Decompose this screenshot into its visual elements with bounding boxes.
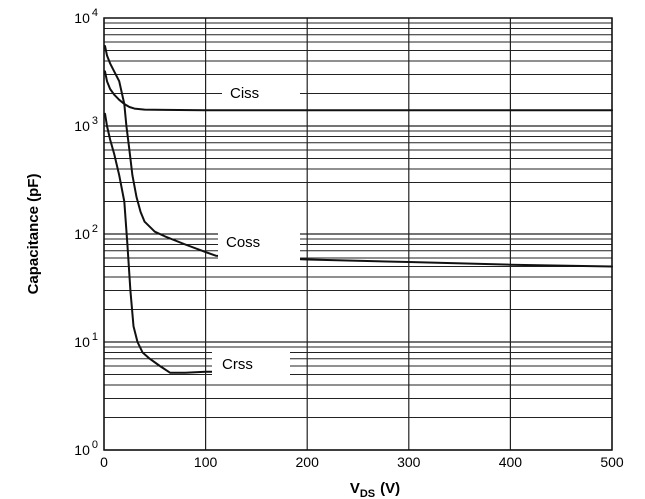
x-axis-label-unit: (V) xyxy=(380,480,400,497)
plot-area-frame xyxy=(103,17,613,451)
label-knockout-ciss xyxy=(222,78,300,108)
series-curves xyxy=(104,45,613,374)
x-tick-label: 200 xyxy=(296,454,320,470)
x-axis-label-main: V xyxy=(350,480,360,497)
series-line-ciss xyxy=(104,70,613,112)
x-tick-label: 500 xyxy=(600,454,624,470)
series-line-crss xyxy=(104,112,217,374)
x-axis-label: VDS (V) xyxy=(350,480,400,499)
y-tick-label: 10 3 xyxy=(74,115,98,134)
curve-label-coss: Coss xyxy=(226,234,260,251)
label-knockout-coss xyxy=(218,228,300,264)
curve-label-crss: Crss xyxy=(222,356,253,373)
x-axis-label-subscript: DS xyxy=(360,488,375,499)
x-tick-label: 0 xyxy=(100,454,108,470)
y-axis-label: Capacitance (pF) xyxy=(25,174,42,295)
y-tick-label: 10 2 xyxy=(74,223,98,242)
curve-label-ciss: Ciss xyxy=(230,85,259,102)
y-tick-label: 10 1 xyxy=(74,331,98,350)
y-tick-label: 10 4 xyxy=(74,7,98,26)
label-knockout-crss xyxy=(212,350,290,376)
x-tick-label: 300 xyxy=(397,454,421,470)
x-tick-label: 100 xyxy=(194,454,218,470)
grid xyxy=(103,18,613,451)
x-tick-label: 400 xyxy=(499,454,523,470)
curve-labels: Ciss Coss Crss xyxy=(212,78,300,376)
y-tick-label: 10 0 xyxy=(74,439,98,458)
